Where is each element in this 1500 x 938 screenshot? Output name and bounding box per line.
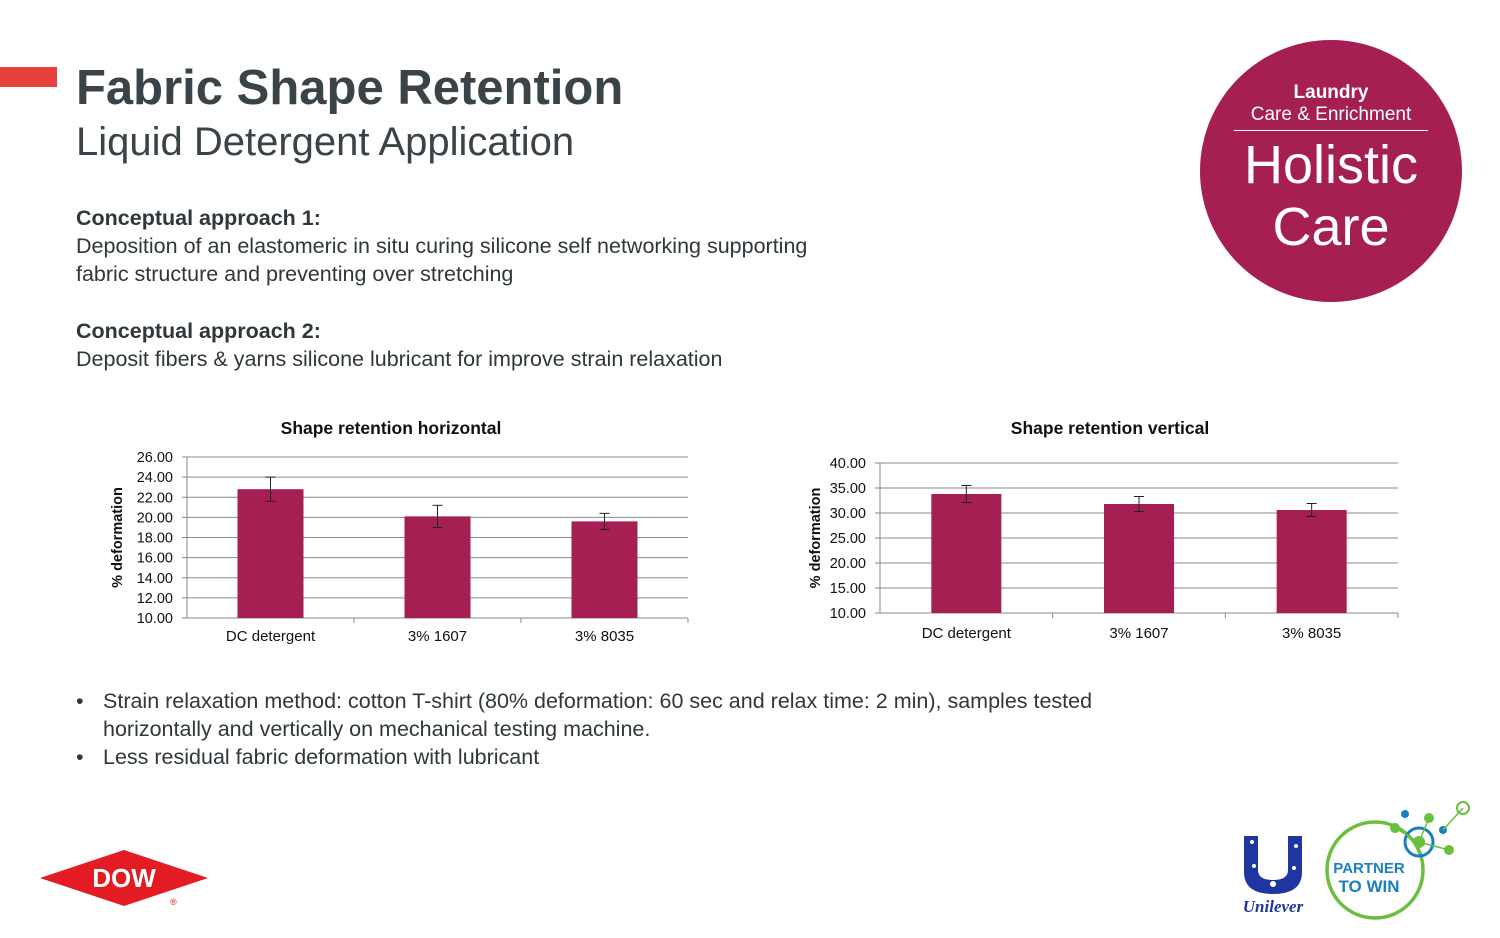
x-category-label: 3% 8035 xyxy=(1282,625,1341,642)
y-tick-label: 16.00 xyxy=(137,551,173,567)
approach-1-text: Deposition of an elastomeric in situ cur… xyxy=(76,234,808,286)
badge-line-2: Care & Enrichment xyxy=(1250,104,1412,125)
y-tick-label: 10.00 xyxy=(830,606,866,622)
badge-line-3: Holistic xyxy=(1243,135,1419,195)
bullet-list: • Strain relaxation method: cotton T-shi… xyxy=(76,687,1176,771)
bar-3 xyxy=(1276,510,1347,613)
bar-1 xyxy=(237,489,304,618)
y-axis-label: % deformation xyxy=(808,488,824,589)
holistic-care-badge: Laundry Care & Enrichment Holistic Care xyxy=(1200,40,1462,302)
y-tick-label: 10.00 xyxy=(137,611,173,627)
y-tick-label: 40.00 xyxy=(830,456,866,472)
y-tick-label: 14.00 xyxy=(137,571,173,587)
x-category-label: DC detergent xyxy=(922,625,1012,642)
bullet-text-1: Strain relaxation method: cotton T-shirt… xyxy=(103,689,1093,741)
badge-line-4: Care xyxy=(1272,197,1390,257)
chart-horizontal: Shape retention horizontal % deformation 1… xyxy=(100,410,710,655)
unilever-wordmark: Unilever xyxy=(1243,897,1304,916)
bullet-item-2: • Less residual fabric deformation with … xyxy=(76,743,1176,771)
bullet-item-1: • Strain relaxation method: cotton T-shi… xyxy=(76,687,1176,743)
partner-line-2: TO WIN xyxy=(1338,877,1399,896)
bullet-glyph: • xyxy=(76,745,84,769)
network-icon xyxy=(1390,801,1470,858)
chart-vertical: Shape retention vertical % deformation 10.… xyxy=(800,410,1420,655)
partner-ring xyxy=(1325,820,1425,920)
unilever-u-mark xyxy=(1244,836,1302,894)
chart-horizontal-svg: Shape retention horizontal % deformation 1… xyxy=(110,418,689,645)
y-tick-label: 18.00 xyxy=(137,531,173,547)
approach-2: Conceptual approach 2: Deposit fibers & … xyxy=(76,317,836,373)
bar-2 xyxy=(404,516,471,618)
dow-logo: DOW ® xyxy=(40,850,208,907)
bullet-glyph: • xyxy=(76,689,84,713)
y-tick-label: 12.00 xyxy=(137,591,173,607)
y-tick-label: 22.00 xyxy=(137,490,173,506)
x-category-label: 3% 1607 xyxy=(408,628,467,645)
chart-vertical-svg: Shape retention vertical % deformation 10.… xyxy=(808,418,1399,642)
page-title: Fabric Shape Retention xyxy=(76,61,624,115)
y-tick-label: 35.00 xyxy=(830,481,866,497)
partner-line-1: PARTNER xyxy=(1333,860,1405,877)
y-axis-label: % deformation xyxy=(110,487,126,588)
dow-registered-mark: ® xyxy=(170,897,177,907)
bullet-text-2: Less residual fabric deformation with lu… xyxy=(103,745,540,769)
x-category-label: 3% 1607 xyxy=(1109,625,1168,642)
y-tick-label: 30.00 xyxy=(830,506,866,522)
accent-bar xyxy=(0,67,57,87)
badge-divider xyxy=(1234,130,1428,131)
y-tick-label: 25.00 xyxy=(830,531,866,547)
page-subtitle: Liquid Detergent Application xyxy=(76,120,575,164)
chart-title: Shape retention horizontal xyxy=(281,418,502,438)
x-category-label: 3% 8035 xyxy=(575,628,634,645)
bar-3 xyxy=(571,521,638,618)
bar-2 xyxy=(1104,504,1174,613)
y-tick-label: 20.00 xyxy=(137,510,173,526)
unilever-logo: Unilever xyxy=(1243,836,1304,916)
badge-line-1: Laundry xyxy=(1293,82,1369,103)
y-tick-label: 24.00 xyxy=(137,470,173,486)
y-tick-label: 20.00 xyxy=(830,556,866,572)
x-category-label: DC detergent xyxy=(226,628,316,645)
approach-2-heading: Conceptual approach 2: xyxy=(76,319,321,343)
approach-1-heading: Conceptual approach 1: xyxy=(76,206,321,230)
approach-1: Conceptual approach 1: Deposition of an … xyxy=(76,204,836,288)
bar-1 xyxy=(931,494,1002,613)
partner-to-win-logo: PARTNER TO WIN xyxy=(1325,801,1470,920)
chart-title: Shape retention vertical xyxy=(1011,418,1209,438)
dow-wordmark: DOW xyxy=(92,863,156,893)
y-tick-label: 26.00 xyxy=(137,450,173,466)
approach-2-text: Deposit fibers & yarns silicone lubrican… xyxy=(76,347,723,371)
dow-diamond xyxy=(40,850,208,906)
y-tick-label: 15.00 xyxy=(830,581,866,597)
